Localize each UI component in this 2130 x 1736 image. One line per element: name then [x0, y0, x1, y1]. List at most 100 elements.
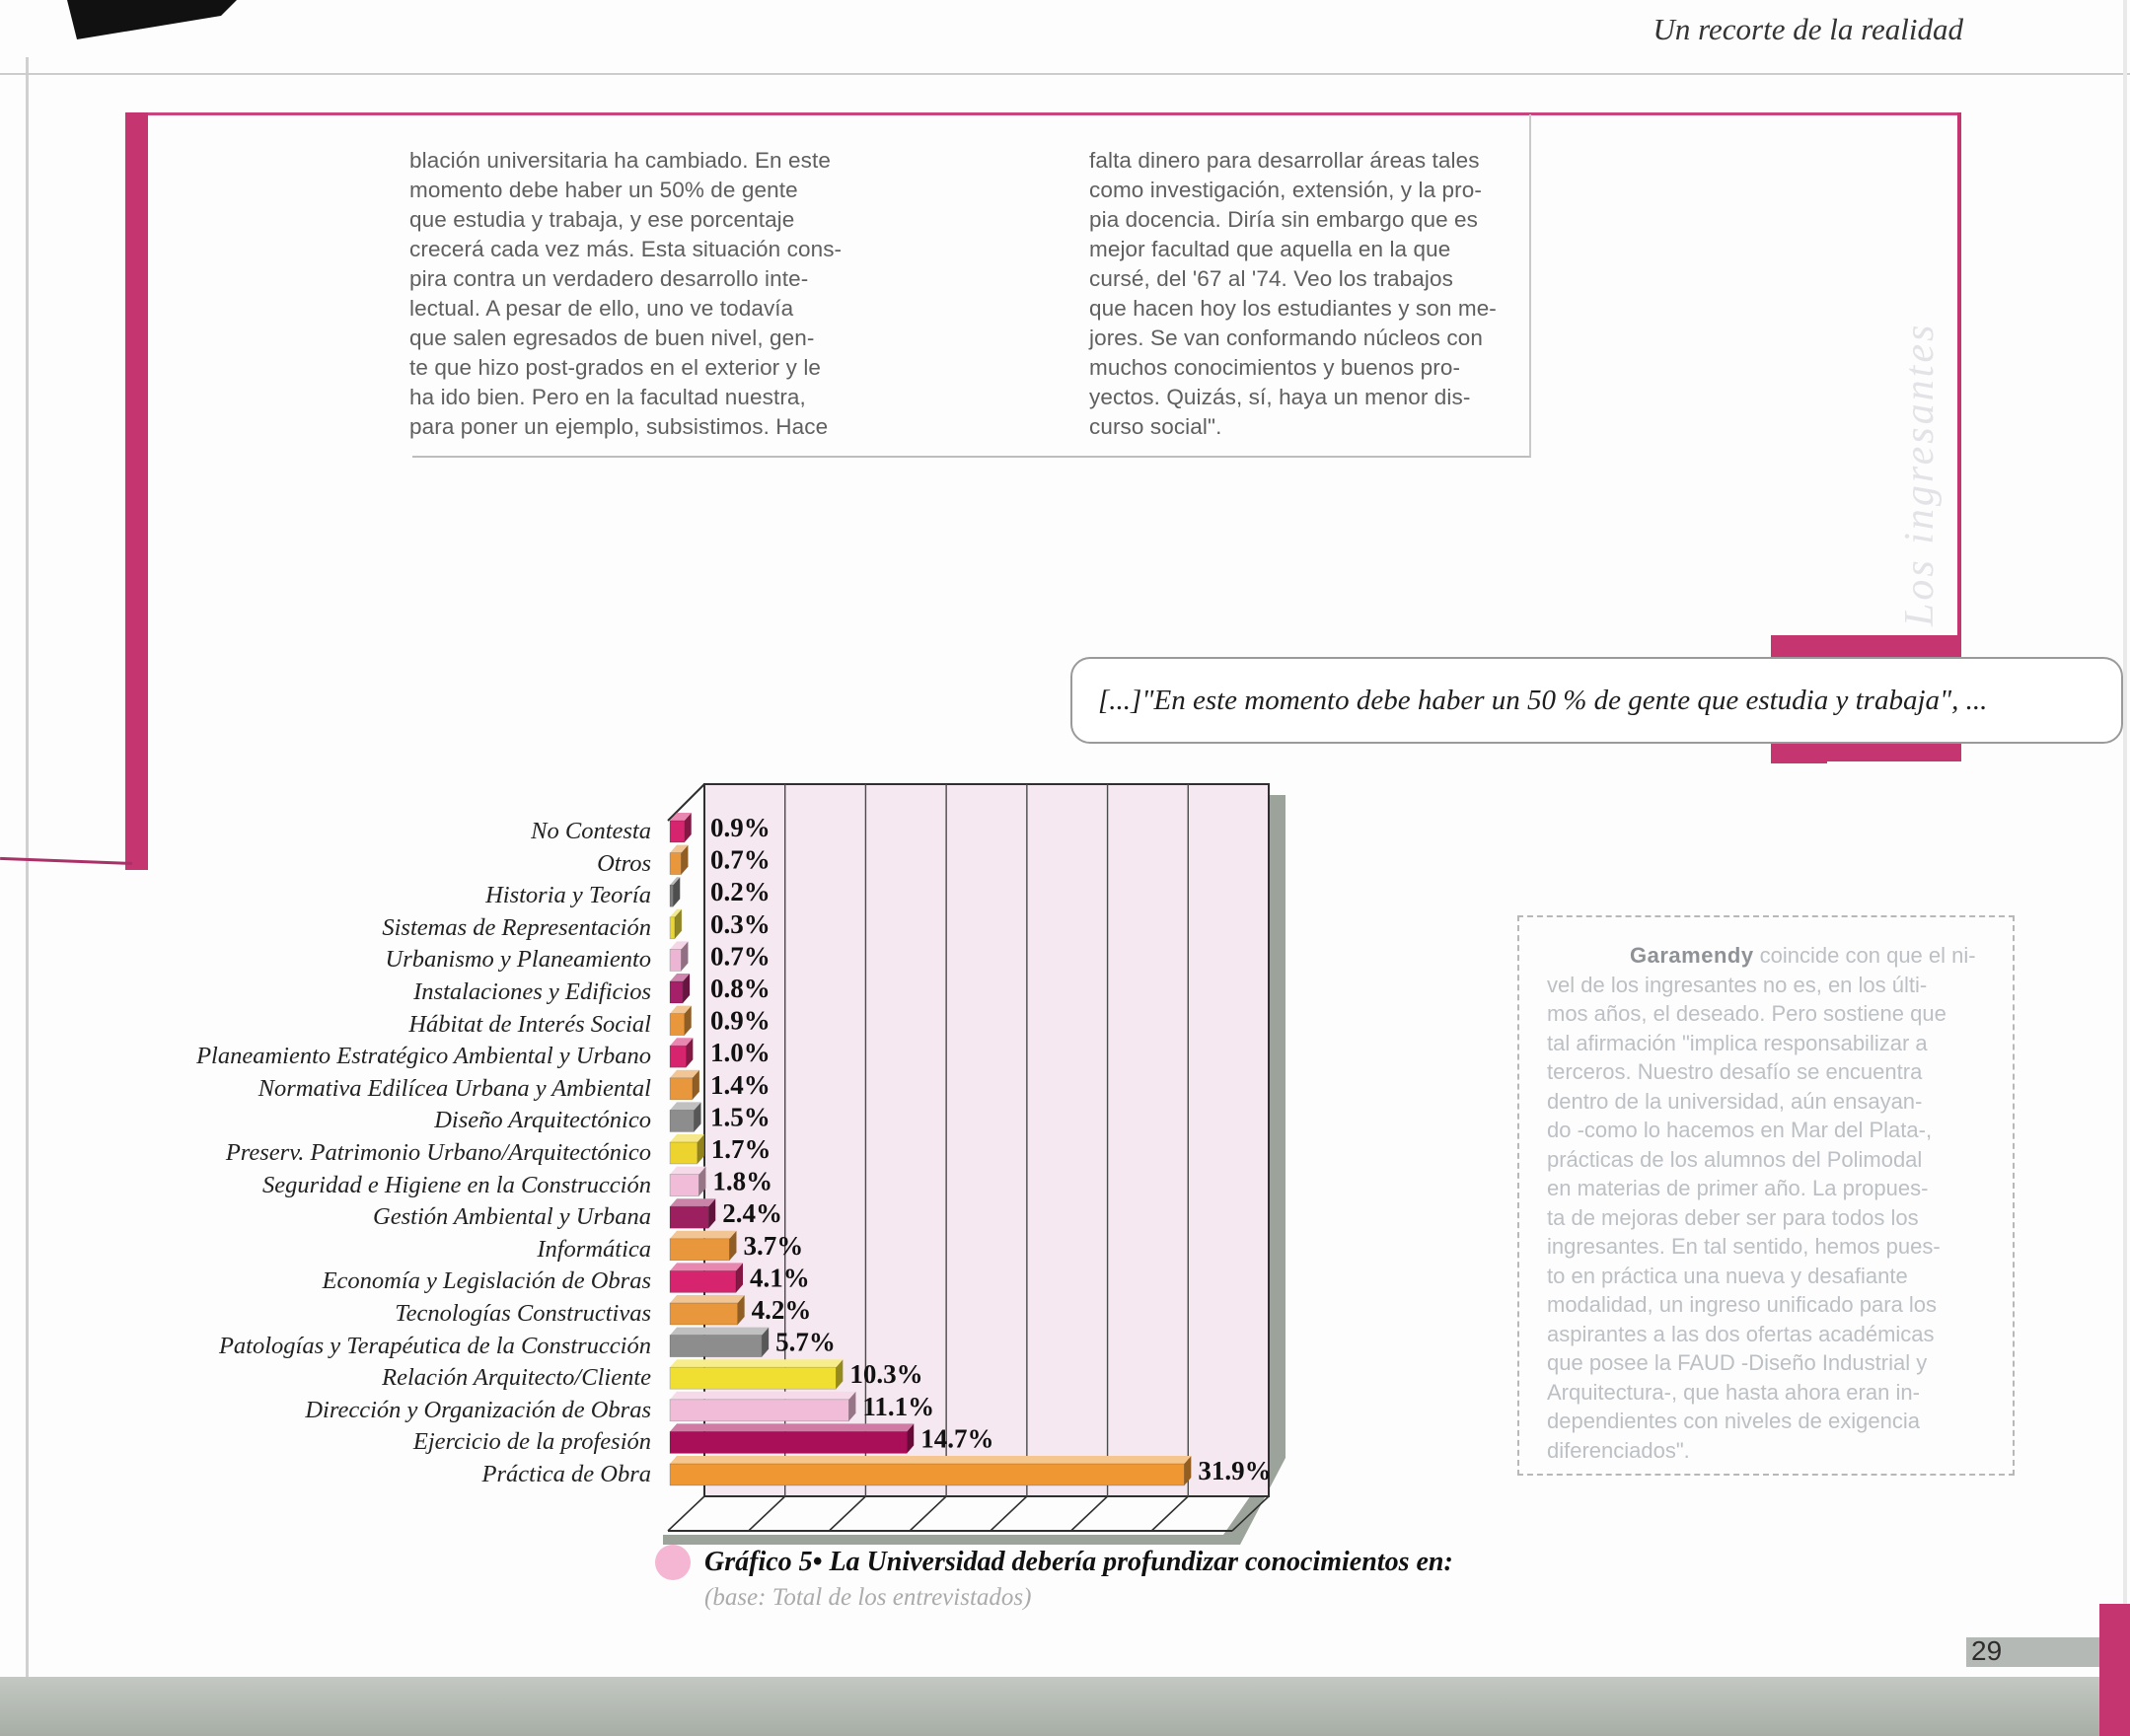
chart-category-label: Historia y Teoría: [485, 882, 651, 909]
bar-value-label: 2.4%: [722, 1198, 782, 1228]
bar-top-face: [670, 1102, 701, 1111]
bar-side-face: [848, 1391, 856, 1421]
bar-value-label: 4.2%: [752, 1295, 812, 1325]
chart-bar: [669, 1077, 694, 1101]
chart-bar: [669, 1335, 763, 1357]
bar-top-face: [670, 1038, 694, 1047]
section-side-label: Los ingresantes: [1897, 322, 1943, 626]
chart-category-label: Dirección y Organización de Obras: [305, 1396, 651, 1423]
running-header: Un recorte de la realidad: [1653, 12, 1963, 46]
chart-category-label: Práctica de Obra: [481, 1461, 651, 1487]
chart-bar: [669, 884, 674, 907]
bar-top-face: [670, 1069, 699, 1078]
bar-side-face: [692, 1069, 699, 1100]
pink-frame-left-bar: [125, 112, 148, 870]
chart-bar: [669, 1238, 730, 1262]
bar-value-label: 0.3%: [710, 909, 771, 939]
chart-bar: [669, 1174, 699, 1196]
bar-value-label: 0.7%: [710, 845, 771, 875]
chart-category-label: Urbanismo y Planeamiento: [385, 946, 651, 974]
sidebar-first-line-rest: coincide con que el ni-: [1753, 943, 1976, 968]
bar-side-face: [736, 1263, 744, 1293]
bar-value-label: 11.1%: [862, 1392, 934, 1421]
bar-side-face: [694, 1102, 701, 1132]
bar-top-face: [670, 1391, 856, 1400]
bar-top-face: [670, 1263, 744, 1271]
chart-bar: [669, 916, 676, 940]
chart-bar: [669, 1366, 837, 1390]
bar-value-label: 1.7%: [711, 1134, 771, 1164]
chart-floor-tick: [1150, 1495, 1189, 1532]
chart-caption-title: Gráfico 5• La Universidad debería profun…: [704, 1547, 1453, 1577]
bar-side-face: [698, 1166, 706, 1196]
chart-category-label: No Contesta: [531, 818, 651, 844]
chart-bar: [669, 852, 682, 875]
chart-bar: [669, 1270, 737, 1293]
bar-value-label: 0.9%: [710, 813, 771, 842]
article-frame: [412, 114, 1531, 458]
bar-side-face: [686, 1038, 694, 1068]
chart-floor-tick: [748, 1495, 786, 1532]
bottom-gray-band: [0, 1677, 2130, 1736]
chart-bar: [669, 980, 684, 1004]
chart-caption-base-note: (base: Total de los entrevistados): [704, 1584, 1032, 1611]
chart-category-label: Economía y Legislación de Obras: [322, 1267, 651, 1295]
bar-side-face: [681, 941, 689, 972]
bar-value-label: 10.3%: [849, 1359, 922, 1389]
scan-top-line: [0, 73, 2130, 75]
chart-floor-tick: [909, 1495, 947, 1532]
bar-top-face: [670, 1327, 770, 1336]
bar-value-label: 0.7%: [710, 941, 771, 971]
bar-value-label: 31.9%: [1198, 1456, 1271, 1485]
bar-side-face: [907, 1423, 915, 1454]
chart-bar: [669, 949, 682, 972]
chart-category-label: Relación Arquitecto/Cliente: [382, 1364, 651, 1392]
chart-category-label: Hábitat de Interés Social: [408, 1010, 651, 1038]
bar-side-face: [737, 1295, 745, 1325]
bar-side-face: [683, 974, 691, 1003]
sidebar-body-text: vel de los ingresantes no es, en los últ…: [1547, 972, 1946, 1463]
scan-black-corner: [67, 0, 237, 39]
bar-value-label: 0.2%: [710, 877, 771, 906]
scan-page-fold-line: [26, 57, 29, 1685]
chart-bar: [669, 1141, 698, 1165]
chart-category-label: Diseño Arquitectónico: [434, 1107, 651, 1134]
chart-bar: [669, 820, 686, 843]
bar-top-face: [670, 974, 691, 981]
chart-category-label: Seguridad e Higiene en la Construcción: [262, 1171, 651, 1198]
bar-top-face: [670, 1005, 692, 1014]
bar-side-face: [681, 844, 689, 875]
pull-quote-text: [...]"En este momento debe haber un 50 %…: [1098, 684, 1988, 716]
bar-side-face: [684, 813, 692, 842]
pink-corner-strip: [2099, 1604, 2130, 1736]
sidebar-first-line: Garamendy coincide con que el ni-: [1547, 941, 1987, 971]
pink-frame-bottom-left-line: [0, 856, 133, 865]
chart-floor-tick: [990, 1495, 1028, 1532]
pink-frame-top-line: [134, 112, 1961, 115]
bar-side-face: [762, 1327, 770, 1357]
bar-side-face: [1184, 1456, 1192, 1485]
chart-category-label: Ejercicio de la profesión: [412, 1428, 651, 1456]
bar-value-label: 0.9%: [710, 1006, 771, 1036]
chart-category-label: Tecnologías Constructivas: [395, 1300, 651, 1327]
bar-side-face: [674, 908, 682, 939]
chart-category-label: Normativa Edilícea Urbana y Ambiental: [257, 1074, 651, 1102]
bar-top-face: [670, 1166, 706, 1175]
bar-top-face: [670, 941, 689, 950]
bar-value-label: 14.7%: [920, 1423, 993, 1453]
bar-top-face: [670, 813, 692, 821]
bar-value-label: 1.0%: [710, 1038, 771, 1067]
bar-top-face: [670, 1456, 1192, 1464]
bar-value-label: 5.7%: [775, 1328, 836, 1357]
scan-right-edge: [2123, 0, 2127, 1736]
article-right-column: falta dinero para desarrollar áreas tale…: [1089, 148, 1497, 439]
chart-3d-bevel: [667, 783, 705, 822]
caption-bullet-icon: [655, 1545, 691, 1580]
bar-side-face: [697, 1134, 704, 1164]
bar-side-face: [708, 1198, 716, 1229]
bar-top-face: [670, 844, 689, 853]
chart-category-label: Instalaciones y Edificios: [413, 978, 651, 1005]
chart-floor-tick: [828, 1495, 866, 1532]
chart-bar: [669, 1045, 687, 1068]
